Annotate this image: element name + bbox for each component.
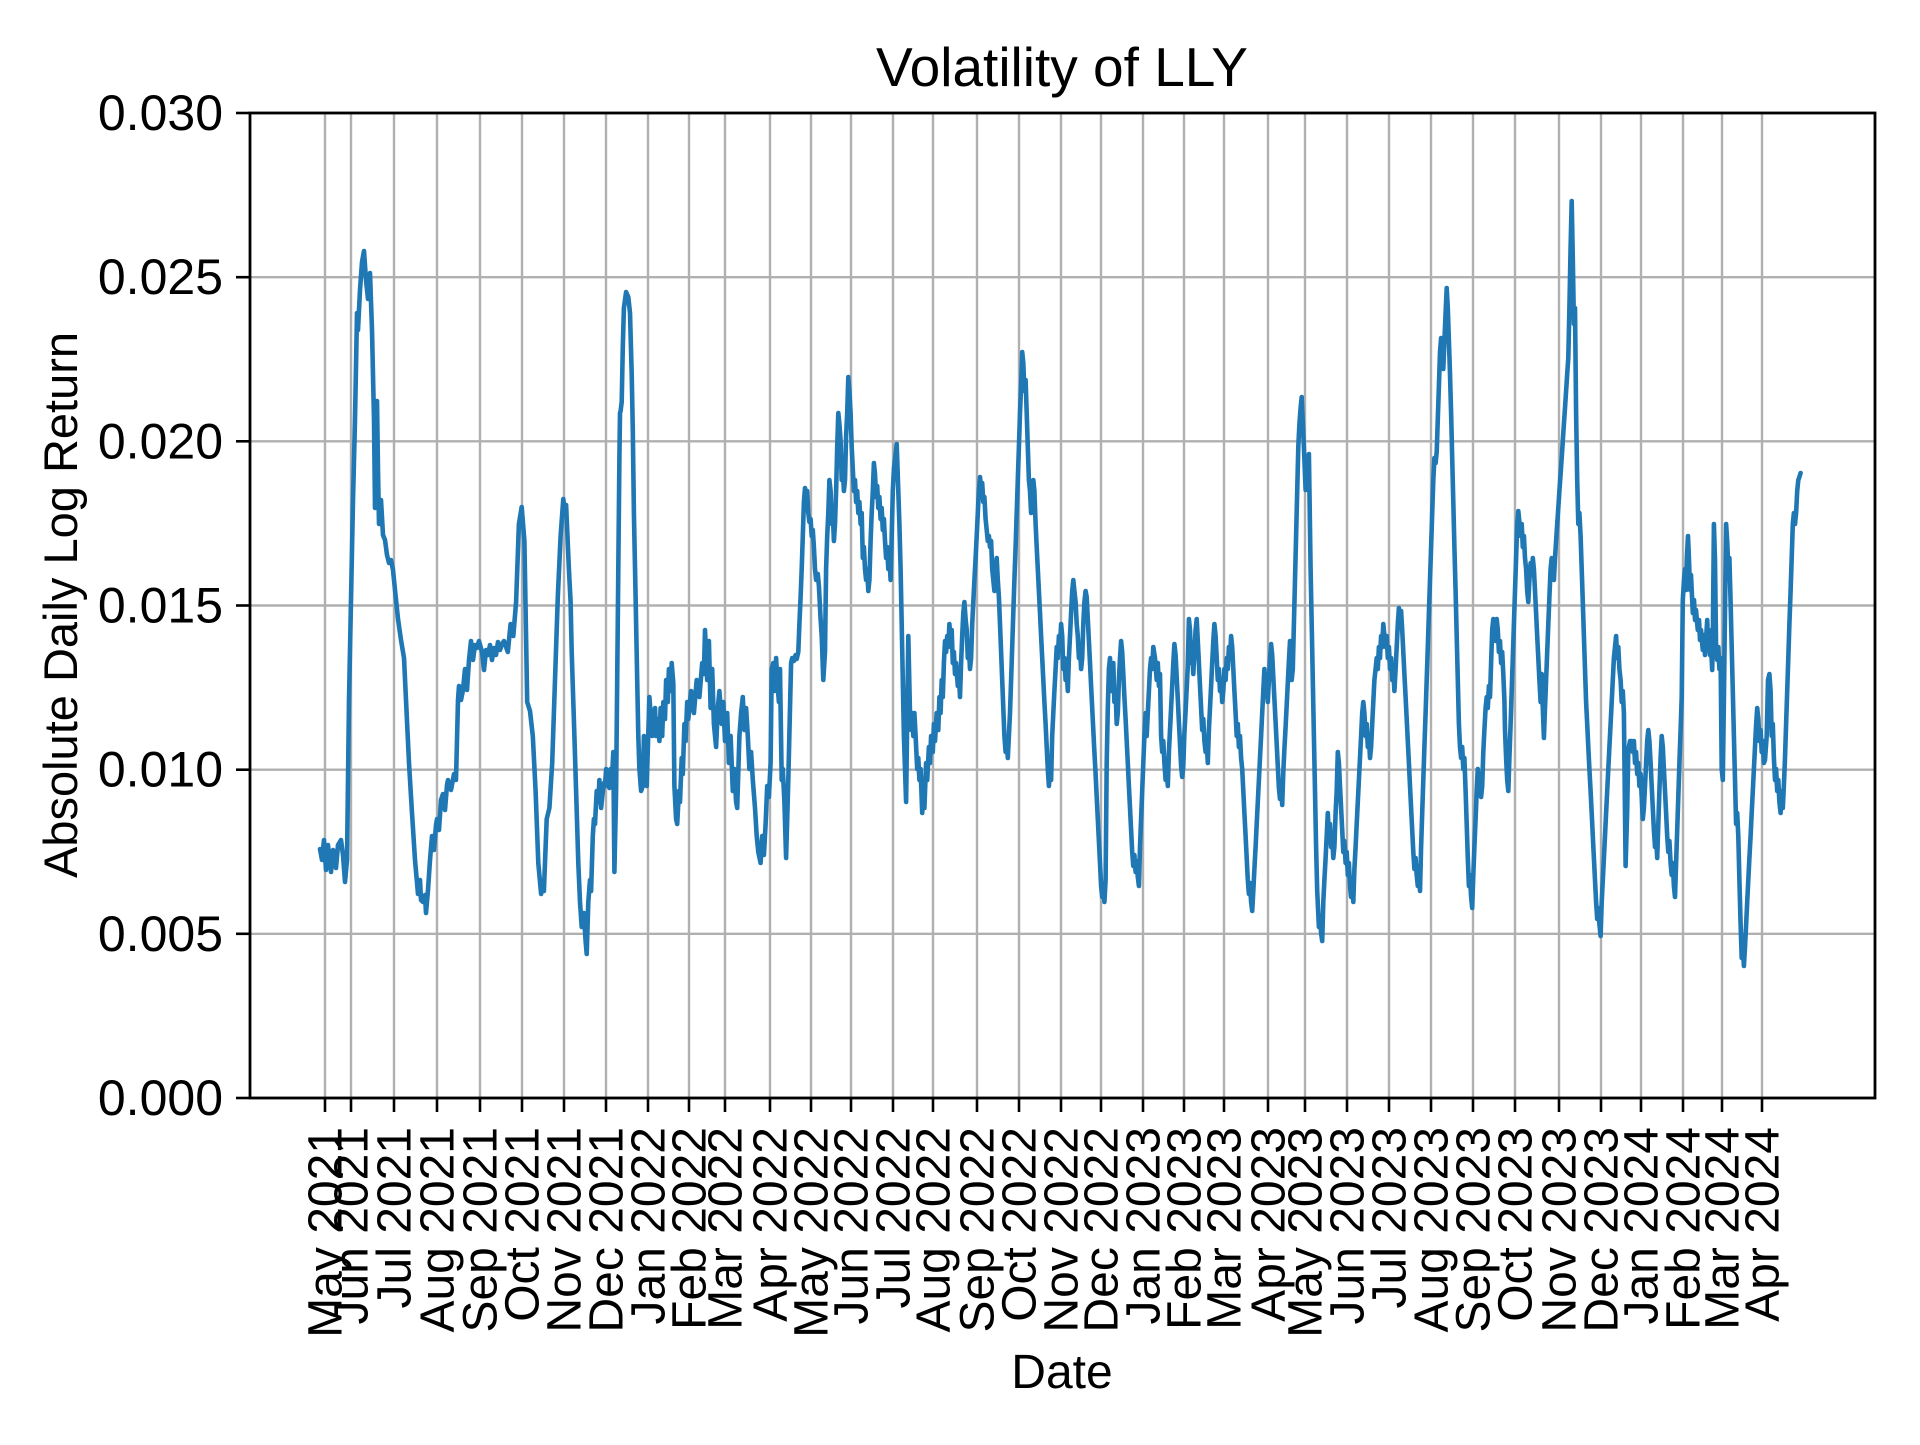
svg-text:Feb 2022: Feb 2022 <box>664 1127 717 1330</box>
svg-text:Sep 2022: Sep 2022 <box>952 1127 1005 1333</box>
svg-text:Jul 2022: Jul 2022 <box>868 1127 921 1308</box>
svg-text:Mar 2024: Mar 2024 <box>1697 1127 1750 1330</box>
svg-text:0.030: 0.030 <box>98 85 223 141</box>
svg-text:May 2023: May 2023 <box>1280 1127 1333 1338</box>
svg-text:Jun 2021: Jun 2021 <box>326 1127 379 1325</box>
svg-text:May 2022: May 2022 <box>786 1127 839 1338</box>
svg-text:Dec 2023: Dec 2023 <box>1576 1127 1629 1332</box>
svg-text:Feb 2023: Feb 2023 <box>1159 1127 1212 1330</box>
svg-text:Nov 2022: Nov 2022 <box>1036 1127 1089 1332</box>
svg-text:Apr 2022: Apr 2022 <box>745 1127 798 1322</box>
svg-text:Apr 2023: Apr 2023 <box>1243 1127 1296 1322</box>
svg-text:Oct 2021: Oct 2021 <box>497 1127 550 1322</box>
svg-text:0.010: 0.010 <box>98 742 223 798</box>
svg-text:Jan 2022: Jan 2022 <box>623 1127 676 1325</box>
svg-text:Date: Date <box>1011 1346 1112 1399</box>
svg-text:0.025: 0.025 <box>98 249 223 305</box>
svg-text:Aug 2023: Aug 2023 <box>1406 1127 1459 1333</box>
svg-text:Mar 2022: Mar 2022 <box>700 1127 753 1330</box>
svg-text:Dec 2022: Dec 2022 <box>1076 1127 1129 1332</box>
svg-text:0.015: 0.015 <box>98 578 223 634</box>
svg-text:Feb 2024: Feb 2024 <box>1658 1127 1711 1330</box>
svg-text:0.000: 0.000 <box>98 1070 223 1126</box>
svg-text:Mar 2023: Mar 2023 <box>1199 1127 1252 1330</box>
svg-text:Nov 2021: Nov 2021 <box>539 1127 592 1332</box>
svg-text:Nov 2023: Nov 2023 <box>1534 1127 1587 1332</box>
svg-text:Oct 2022: Oct 2022 <box>994 1127 1047 1322</box>
svg-text:Oct 2023: Oct 2023 <box>1490 1127 1543 1322</box>
svg-text:Absolute Daily Log Return: Absolute Daily Log Return <box>34 332 87 878</box>
svg-text:Sep 2023: Sep 2023 <box>1448 1127 1501 1333</box>
svg-text:Aug 2022: Aug 2022 <box>908 1127 961 1333</box>
svg-text:Jun 2023: Jun 2023 <box>1322 1127 1375 1325</box>
svg-text:Apr 2024: Apr 2024 <box>1737 1127 1790 1322</box>
svg-text:Dec 2021: Dec 2021 <box>581 1127 634 1332</box>
svg-text:Jun 2022: Jun 2022 <box>826 1127 879 1325</box>
svg-text:Jul 2021: Jul 2021 <box>369 1127 422 1308</box>
svg-text:0.005: 0.005 <box>98 906 223 962</box>
svg-text:Jul 2023: Jul 2023 <box>1364 1127 1417 1308</box>
svg-text:Aug 2021: Aug 2021 <box>412 1127 465 1333</box>
svg-text:Sep 2021: Sep 2021 <box>455 1127 508 1333</box>
svg-text:Volatility of LLY: Volatility of LLY <box>876 36 1248 98</box>
svg-text:Jan 2024: Jan 2024 <box>1616 1127 1669 1325</box>
svg-text:Jan 2023: Jan 2023 <box>1118 1127 1171 1325</box>
svg-text:0.020: 0.020 <box>98 413 223 469</box>
svg-text:May 2021: May 2021 <box>300 1127 353 1338</box>
